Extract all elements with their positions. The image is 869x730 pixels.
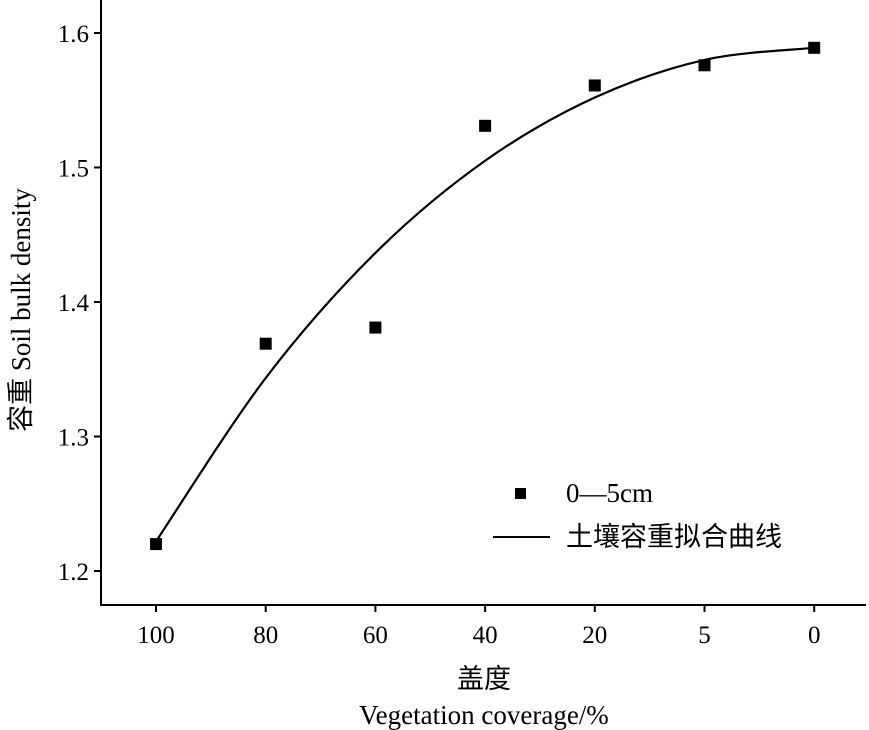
axes — [100, 0, 866, 606]
y-tick-label: 1.2 — [58, 559, 89, 586]
legend-label-fit-curve: 土壤容重拟合曲线 — [566, 522, 782, 552]
legend: 0—5cm 土壤容重拟合曲线 — [493, 478, 782, 552]
x-axis-label-en: Vegetation coverage/% — [359, 700, 609, 730]
x-tick-label: 100 — [137, 622, 175, 649]
legend-marker-square — [515, 488, 526, 499]
x-tick-label: 80 — [253, 622, 278, 649]
series-layer — [150, 41, 821, 551]
y-tick-label: 1.6 — [58, 21, 89, 48]
data-point-square — [808, 41, 821, 54]
data-point-square — [698, 59, 711, 72]
data-point-square — [369, 321, 382, 334]
data-point-square — [150, 538, 162, 551]
x-tick-label: 5 — [698, 622, 711, 649]
y-tick-label: 1.5 — [58, 156, 89, 183]
data-point-square — [479, 119, 492, 132]
x-tick-label: 40 — [473, 622, 498, 649]
x-tick-label: 0 — [808, 622, 821, 649]
y-tick-label: 1.4 — [58, 290, 90, 317]
x-tick-label: 60 — [363, 622, 388, 649]
x-tick-label: 20 — [582, 622, 607, 649]
x-axis-ticks: 100 80 60 40 20 5 0 — [137, 605, 820, 649]
data-point-square — [588, 79, 601, 92]
y-axis-ticks: 1.2 1.3 1.4 1.5 1.6 — [58, 21, 101, 586]
plot-frame — [100, 0, 866, 606]
legend-label-points: 0—5cm — [566, 478, 653, 508]
data-point-square — [259, 337, 272, 350]
x-axis-label-cn: 盖度 — [457, 664, 511, 694]
y-axis-label: 容重 Soil bulk density — [6, 188, 36, 432]
y-tick-label: 1.3 — [58, 425, 89, 452]
